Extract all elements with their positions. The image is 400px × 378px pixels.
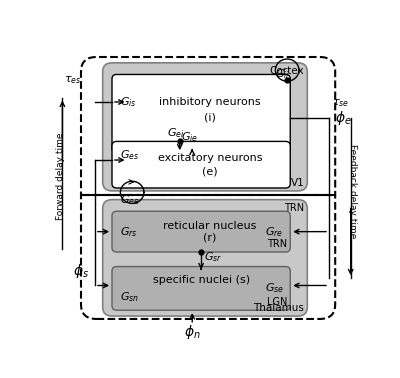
Text: TRN: TRN: [284, 203, 304, 212]
Text: $\phi_n$: $\phi_n$: [184, 323, 200, 341]
FancyBboxPatch shape: [112, 141, 290, 188]
Text: LGN: LGN: [267, 297, 287, 307]
FancyBboxPatch shape: [112, 266, 290, 310]
Text: Thalamus: Thalamus: [253, 303, 304, 313]
Text: $\phi_e$: $\phi_e$: [334, 109, 351, 127]
Text: specific nuclei (s): specific nuclei (s): [152, 275, 250, 285]
Text: V1: V1: [290, 178, 304, 188]
Text: (r): (r): [203, 233, 217, 243]
FancyBboxPatch shape: [112, 211, 290, 252]
FancyBboxPatch shape: [103, 63, 307, 191]
Text: Feedback delay time: Feedback delay time: [348, 144, 357, 238]
FancyBboxPatch shape: [103, 200, 307, 316]
Text: $G_{re}$: $G_{re}$: [266, 225, 284, 239]
Text: (i): (i): [204, 113, 216, 123]
Text: $G_{rs}$: $G_{rs}$: [120, 225, 138, 239]
Text: $G_{ei}$: $G_{ei}$: [167, 126, 185, 140]
FancyBboxPatch shape: [81, 57, 335, 319]
Text: $G_{is}$: $G_{is}$: [120, 95, 136, 109]
Text: Cortex: Cortex: [270, 66, 304, 76]
Text: $G_{sr}$: $G_{sr}$: [204, 250, 222, 264]
Text: $G_{se}$: $G_{se}$: [266, 282, 284, 295]
Text: $\phi_s$: $\phi_s$: [73, 262, 89, 280]
Text: (e): (e): [202, 167, 218, 177]
Text: $\tau_{se}$: $\tau_{se}$: [332, 98, 349, 110]
Text: $G_{ie}$: $G_{ie}$: [181, 130, 198, 144]
Text: $G_{ee}$: $G_{ee}$: [120, 194, 140, 208]
Text: $G_{sn}$: $G_{sn}$: [120, 290, 139, 304]
FancyBboxPatch shape: [112, 74, 290, 153]
Text: reticular nucleus: reticular nucleus: [163, 220, 257, 231]
Text: inhibitory neurons: inhibitory neurons: [159, 97, 261, 107]
Text: excitatory neurons: excitatory neurons: [158, 153, 262, 163]
Text: TRN: TRN: [267, 239, 287, 249]
Text: $G_{es}$: $G_{es}$: [120, 149, 139, 162]
Text: $\tau_{es}$: $\tau_{es}$: [64, 74, 81, 86]
Text: Forward delay time: Forward delay time: [56, 133, 65, 220]
Text: $G_{ii}$: $G_{ii}$: [275, 67, 290, 81]
